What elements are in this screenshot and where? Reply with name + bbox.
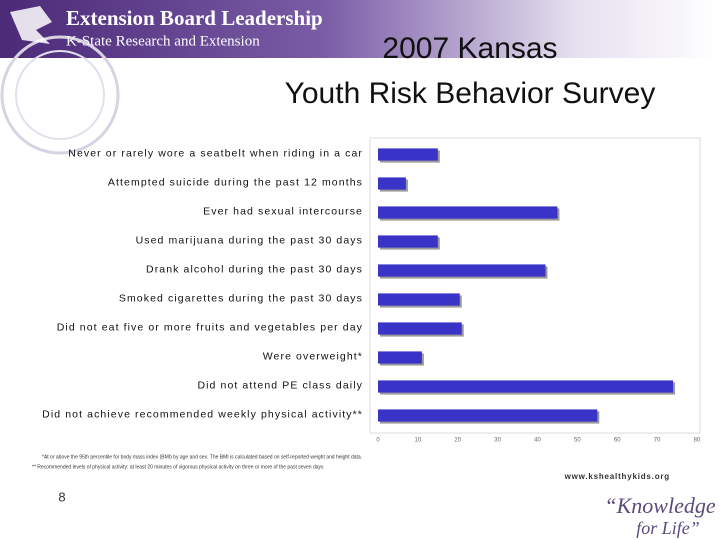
category-label: Were overweight* <box>263 350 363 362</box>
bar <box>378 351 422 364</box>
category-label: Did not achieve recommended weekly physi… <box>42 408 363 420</box>
category-label: Did not eat five or more fruits and vege… <box>57 321 363 333</box>
category-label: Never or rarely wore a seatbelt when rid… <box>68 147 363 159</box>
x-tick-label: 80 <box>694 438 701 444</box>
category-label: Did not attend PE class daily <box>197 379 363 391</box>
x-tick-label: 60 <box>614 438 621 444</box>
category-label: Attempted suicide during the past 12 mon… <box>108 176 363 188</box>
bar <box>378 380 674 393</box>
bar <box>378 206 558 219</box>
category-label: Drank alcohol during the past 30 days <box>146 263 363 275</box>
bar <box>378 177 406 190</box>
seal-inner <box>15 50 105 140</box>
footnote: *At or above the 95th percentile for bod… <box>42 454 362 460</box>
page-number: 8 <box>58 489 65 504</box>
logo: for Life” <box>636 518 700 538</box>
x-tick-label: 70 <box>654 438 661 444</box>
url: www.kshealthykids.org <box>564 472 670 481</box>
slide-title: Youth Risk Behavior Survey <box>285 77 656 110</box>
x-tick-label: 50 <box>574 438 581 444</box>
category-label: Ever had sexual intercourse <box>203 205 363 217</box>
bar <box>378 264 546 277</box>
category-label: Used marijuana during the past 30 days <box>136 234 363 246</box>
bar <box>378 322 462 335</box>
footnote: ** Recommended levels of physical activi… <box>32 464 324 470</box>
bar <box>378 409 598 422</box>
header-band <box>0 0 720 58</box>
x-tick-label: 20 <box>454 438 461 444</box>
bar <box>378 293 460 306</box>
bar <box>378 235 438 248</box>
logo: “Knowledge <box>604 493 715 518</box>
x-tick-label: 0 <box>376 438 380 444</box>
seal <box>0 35 120 155</box>
x-tick-label: 10 <box>415 438 422 444</box>
slide-title: 2007 Kansas <box>382 32 557 65</box>
bar <box>378 148 438 161</box>
x-tick-label: 40 <box>534 438 541 444</box>
wildcat-logo <box>10 6 52 44</box>
header-line2: K-State Research and Extension <box>66 33 260 49</box>
x-tick-label: 30 <box>494 438 501 444</box>
category-label: Smoked cigarettes during the past 30 day… <box>119 292 363 304</box>
header-line1: Extension Board Leadership <box>66 6 323 30</box>
